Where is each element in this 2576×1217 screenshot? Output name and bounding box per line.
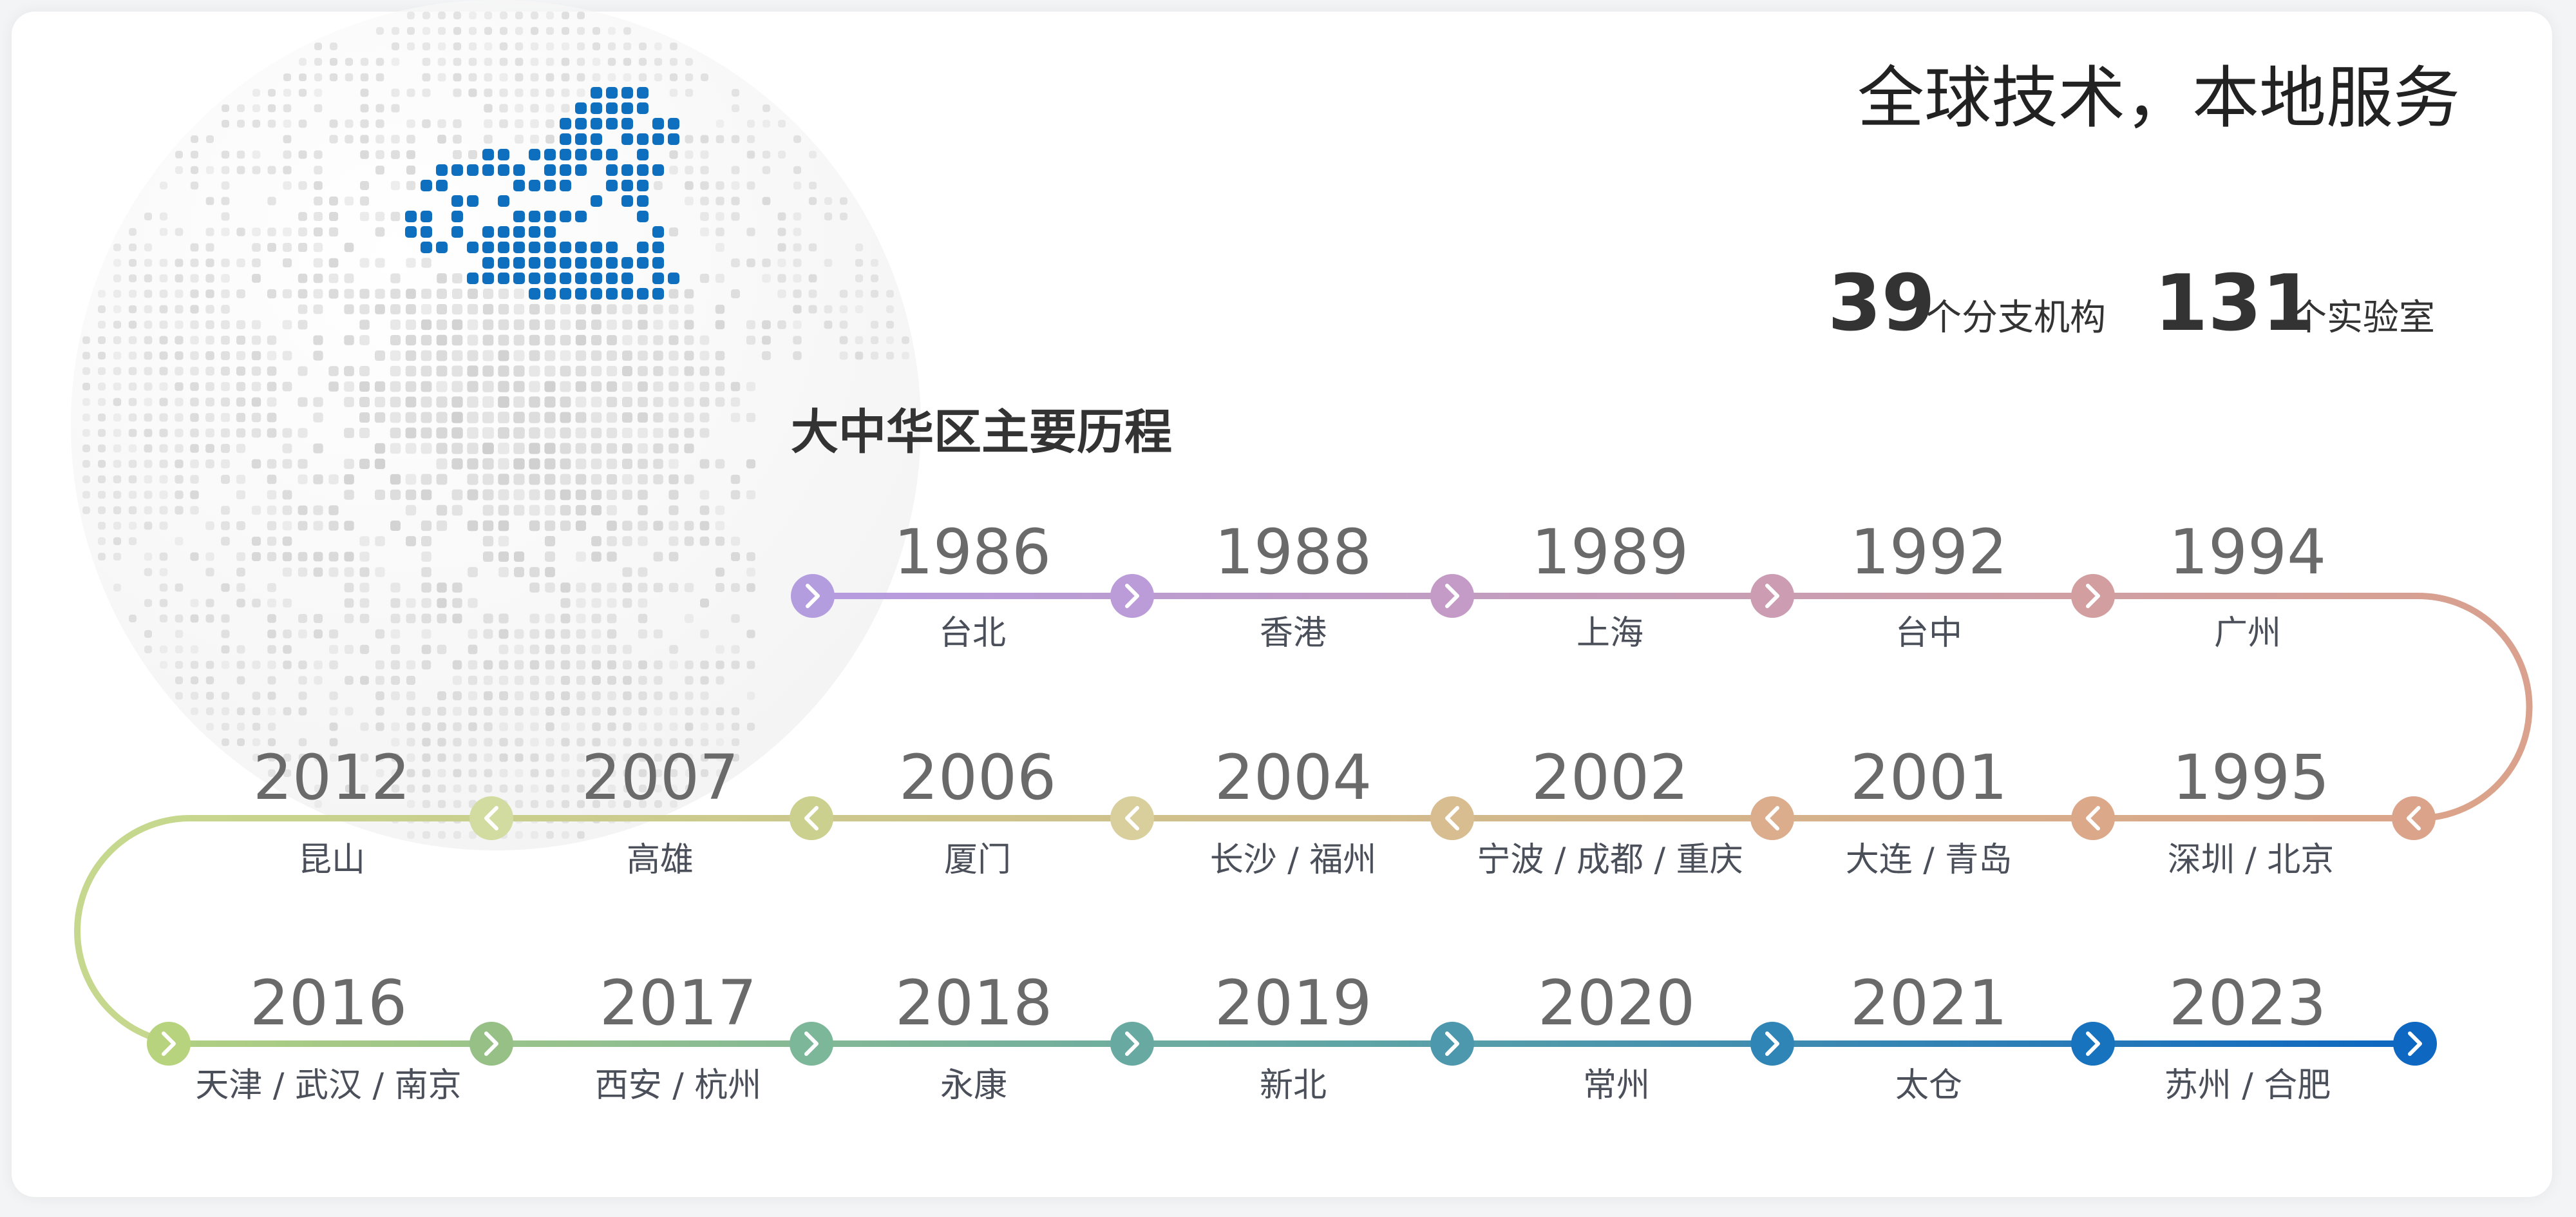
- year-label: 2007: [582, 742, 739, 814]
- chevron-left-icon: [1445, 806, 1459, 830]
- city-label: 广州: [2214, 614, 2281, 653]
- chevron-left-icon[interactable]: [2071, 796, 2115, 840]
- year-label: 2002: [1531, 742, 1689, 814]
- city-label: 昆山: [298, 841, 365, 879]
- chevron-right-icon: [484, 1031, 498, 1056]
- timeline-row-2: 2012 昆山 2007 高雄 2006 厦门 2004 长沙 / 福州 200…: [253, 742, 2436, 879]
- timeline-row-1: 1986 台北 1988 香港 1989 上海 1992 台中 1994 广州: [791, 516, 2326, 653]
- chevron-right-icon[interactable]: [1750, 574, 1794, 618]
- chevron-right-icon[interactable]: [469, 1022, 513, 1066]
- year-label: 1988: [1215, 516, 1372, 588]
- year-label: 1986: [894, 516, 1051, 588]
- chevron-right-icon[interactable]: [1430, 1022, 1474, 1066]
- chevron-left-icon[interactable]: [2392, 796, 2436, 840]
- chevron-right-icon[interactable]: [1110, 574, 1154, 618]
- chevron-right-icon: [2408, 1031, 2422, 1056]
- chevron-right-icon[interactable]: [1110, 1022, 1154, 1066]
- year-label: 2023: [2169, 967, 2326, 1039]
- city-label: 台中: [1895, 614, 1962, 653]
- labs-count: 131: [2154, 259, 2316, 349]
- city-label: 台北: [939, 614, 1006, 653]
- year-label: 2020: [1538, 967, 1695, 1039]
- chevron-right-icon: [1445, 1031, 1459, 1056]
- chevron-right-icon: [2086, 1031, 2100, 1056]
- year-label: 2017: [600, 967, 757, 1039]
- timeline-track: [74, 593, 2533, 1047]
- timeline-title: 大中华区主要历程: [791, 405, 1172, 460]
- city-label: 深圳 / 北京: [2168, 841, 2334, 879]
- timeline-row-3: 2016 天津 / 武汉 / 南京 2017 西安 / 杭州 2018 永康 2…: [147, 967, 2437, 1105]
- city-label: 宁波 / 成都 / 重庆: [1477, 841, 1743, 879]
- city-label: 大连 / 青岛: [1846, 841, 2012, 879]
- chevron-right-icon: [1125, 584, 1139, 608]
- chevron-left-icon[interactable]: [1110, 796, 1154, 840]
- chevron-right-icon: [806, 584, 820, 608]
- chevron-right-icon[interactable]: [1430, 574, 1474, 618]
- city-label: 西安 / 杭州: [595, 1066, 762, 1105]
- city-label: 厦门: [944, 841, 1011, 879]
- chevron-right-icon: [162, 1031, 176, 1056]
- world-globe-icon: [71, 0, 921, 850]
- year-label: 1989: [1531, 516, 1689, 588]
- year-label: 2016: [250, 967, 407, 1039]
- chevron-right-icon[interactable]: [790, 1022, 833, 1066]
- headline: 全球技术，本地服务: [1857, 59, 2460, 137]
- year-label: 2006: [899, 742, 1056, 814]
- chevron-right-icon: [1765, 1031, 1779, 1056]
- year-label: 2021: [1850, 967, 2007, 1039]
- year-label: 2004: [1215, 742, 1372, 814]
- year-label: 2012: [253, 742, 410, 814]
- city-label: 香港: [1260, 614, 1327, 653]
- chevron-right-icon[interactable]: [2393, 1022, 2437, 1066]
- year-label: 1994: [2169, 516, 2326, 588]
- city-label: 苏州 / 合肥: [2164, 1066, 2331, 1105]
- labs-label: 个实验室: [2291, 297, 2435, 339]
- year-label: 2019: [1215, 967, 1372, 1039]
- chevron-left-icon: [1765, 806, 1779, 830]
- chevron-left-icon: [484, 806, 498, 830]
- chevron-right-icon: [2086, 584, 2100, 608]
- chevron-left-icon: [2407, 806, 2421, 830]
- chevron-right-icon: [804, 1031, 819, 1056]
- chevron-left-icon[interactable]: [469, 796, 513, 840]
- chevron-right-icon[interactable]: [2071, 1022, 2115, 1066]
- chevron-left-icon: [804, 806, 819, 830]
- city-label: 永康: [940, 1066, 1007, 1105]
- chevron-right-icon[interactable]: [147, 1022, 191, 1066]
- chevron-right-icon[interactable]: [2071, 574, 2115, 618]
- chevron-left-icon[interactable]: [790, 796, 833, 840]
- year-label: 1992: [1850, 516, 2007, 588]
- chevron-left-icon: [2086, 806, 2100, 830]
- city-label: 太仓: [1895, 1066, 1962, 1105]
- chevron-right-icon: [1125, 1031, 1139, 1056]
- city-label: 新北: [1260, 1066, 1327, 1105]
- chevron-right-icon[interactable]: [1750, 1022, 1794, 1066]
- city-label: 天津 / 武汉 / 南京: [195, 1066, 461, 1105]
- year-label: 1995: [2172, 742, 2329, 814]
- chevron-left-icon[interactable]: [1750, 796, 1794, 840]
- chevron-right-icon: [1765, 584, 1779, 608]
- chevron-right-icon[interactable]: [791, 574, 835, 618]
- chevron-right-icon: [1445, 584, 1459, 608]
- branches-label: 个分支机构: [1926, 297, 2106, 339]
- chevron-left-icon: [1125, 806, 1139, 830]
- city-label: 上海: [1577, 614, 1643, 653]
- chevron-left-icon[interactable]: [1430, 796, 1474, 840]
- year-label: 2001: [1850, 742, 2007, 814]
- city-label: 高雄: [627, 841, 694, 879]
- branches-count: 39: [1828, 259, 1935, 349]
- city-label: 长沙 / 福州: [1210, 841, 1377, 879]
- city-label: 常州: [1583, 1066, 1650, 1105]
- year-label: 2018: [895, 967, 1052, 1039]
